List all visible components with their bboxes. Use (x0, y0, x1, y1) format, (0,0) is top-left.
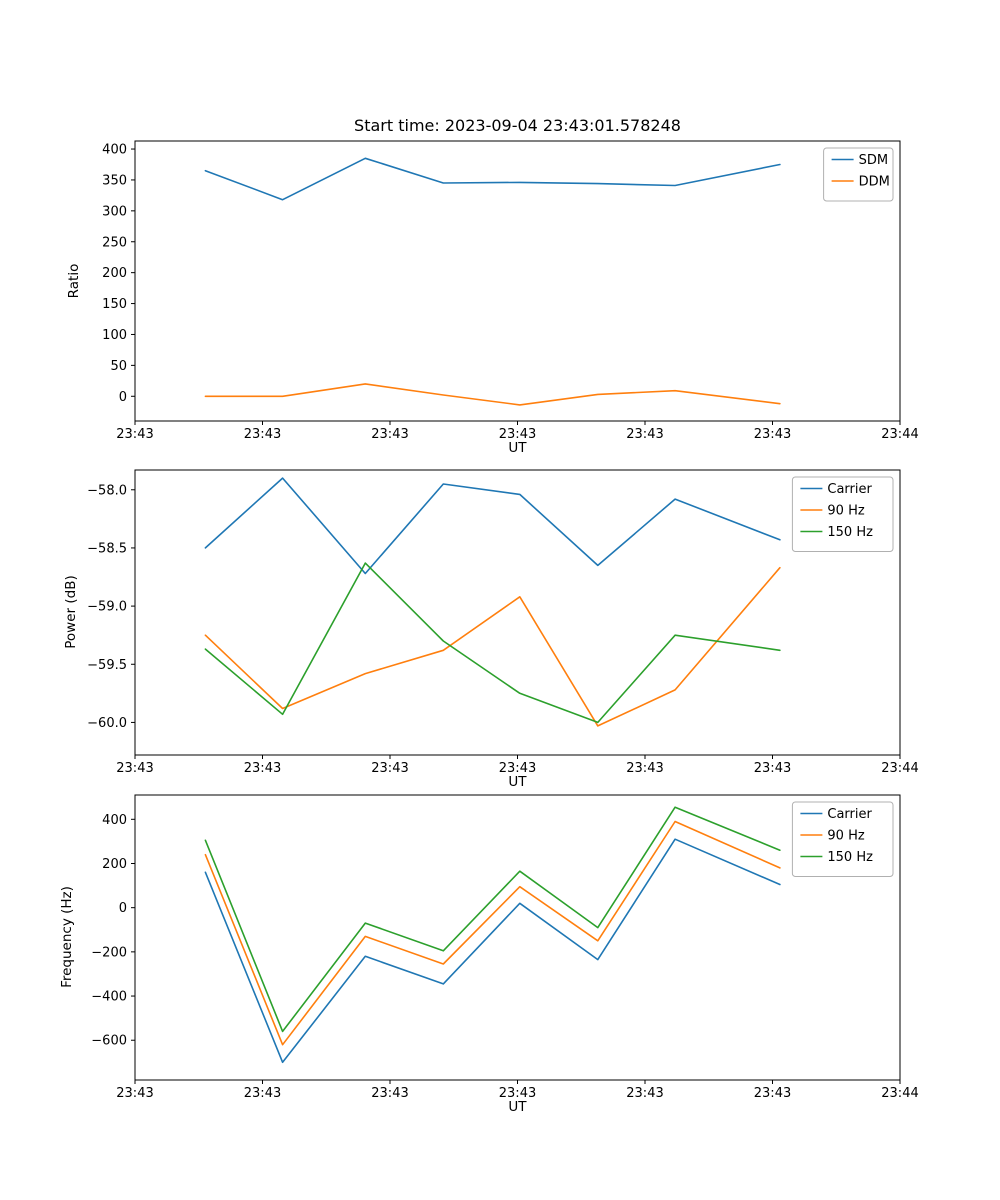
series-line-90-hz (204, 566, 781, 727)
series-line-150-hz (204, 562, 781, 724)
x-tick-label: 23:43 (371, 1086, 408, 1101)
y-tick-label: 300 (102, 204, 127, 219)
x-tick-label: 23:43 (626, 1086, 663, 1101)
x-tick-label: 23:43 (244, 1086, 281, 1101)
y-tick-label: −400 (91, 990, 127, 1005)
x-tick-label: 23:43 (626, 761, 663, 776)
x-tick-label: 23:43 (499, 427, 536, 442)
y-tick-label: −60.0 (87, 716, 127, 731)
x-tick-label: 23:44 (881, 427, 918, 442)
y-tick-label: 250 (102, 235, 127, 250)
legend: Carrier 90 Hz 150 Hz (791, 801, 894, 877)
x-tick-label: 23:43 (244, 761, 281, 776)
y-tick-label: −600 (91, 1034, 127, 1049)
x-tick-label: 23:43 (116, 1086, 153, 1101)
y-tick-label: 400 (102, 143, 127, 158)
series-line-sdm (204, 157, 781, 201)
chart-1: 23:43 23:43 23:43 23:43 23:43 23:43 23:44 0 50 10… (102, 140, 919, 442)
y-tick-label: −59.5 (87, 658, 127, 673)
x-tick-label: 23:43 (116, 761, 153, 776)
x-tick-label: 23:43 (499, 1086, 536, 1101)
x-tick-label: 23:43 (499, 761, 536, 776)
x-tick-label: 23:43 (244, 427, 281, 442)
x-axis-label-ut-bottom: UT (508, 1099, 527, 1115)
y-tick-label: 0 (119, 390, 127, 405)
y-tick-label: 100 (102, 328, 127, 343)
y-tick-label: −59.0 (87, 600, 127, 615)
y-tick-label: −200 (91, 945, 127, 960)
y-tick-label: 150 (102, 297, 127, 312)
axes-frame (134, 794, 901, 1081)
legend: SDM DDM (823, 147, 894, 202)
chart-title: Start time: 2023-09-04 23:43:01.578248 (354, 116, 681, 135)
legend-label-carrier: Carrier (827, 807, 872, 822)
legend-label-ddm: DDM (859, 175, 890, 190)
legend-box (823, 147, 894, 202)
legend: Carrier 90 Hz 150 Hz (791, 476, 894, 552)
series-line-carrier (204, 838, 781, 1064)
legend-label-carrier: Carrier (827, 482, 872, 497)
x-tick-label: 23:43 (371, 427, 408, 442)
series-line-carrier (204, 477, 781, 575)
x-tick-label: 23:43 (626, 427, 663, 442)
y-tick-label: 350 (102, 173, 127, 188)
y-tick-label: 200 (102, 266, 127, 281)
y-tick-label: 400 (102, 813, 127, 828)
x-axis-label-ut-top: UT (508, 440, 527, 456)
y-tick-label: −58.0 (87, 483, 127, 498)
y-tick-label: 200 (102, 857, 127, 872)
legend-label-sdm: SDM (859, 153, 888, 168)
legend-label-150-hz: 150 Hz (827, 525, 873, 540)
x-axis-label-ut-middle: UT (508, 774, 527, 790)
x-tick-label: 23:43 (371, 761, 408, 776)
series-line-ddm (204, 383, 781, 406)
legend-box (791, 801, 894, 877)
y-tick-label: 0 (119, 901, 127, 916)
x-tick-label: 23:43 (116, 427, 153, 442)
x-tick-label: 23:43 (754, 761, 791, 776)
x-tick-label: 23:44 (881, 1086, 918, 1101)
y-tick-label: −58.5 (87, 541, 127, 556)
chart-3: 23:43 23:43 23:43 23:43 23:43 23:43 23:44 400 20… (91, 794, 919, 1101)
y-tick-label: 50 (110, 359, 127, 374)
x-tick-label: 23:43 (754, 1086, 791, 1101)
legend-box (791, 476, 894, 552)
legend-label-150-hz: 150 Hz (827, 850, 873, 865)
legend-label-90-hz: 90 Hz (827, 504, 864, 519)
series-line-90-hz (204, 820, 781, 1046)
axes-frame (134, 469, 901, 756)
x-tick-label: 23:44 (881, 761, 918, 776)
chart-2: 23:43 23:43 23:43 23:43 23:43 23:43 23:44 −58.0… (87, 469, 919, 776)
legend-label-90-hz: 90 Hz (827, 829, 864, 844)
x-tick-label: 23:43 (754, 427, 791, 442)
series-line-150-hz (204, 806, 781, 1033)
